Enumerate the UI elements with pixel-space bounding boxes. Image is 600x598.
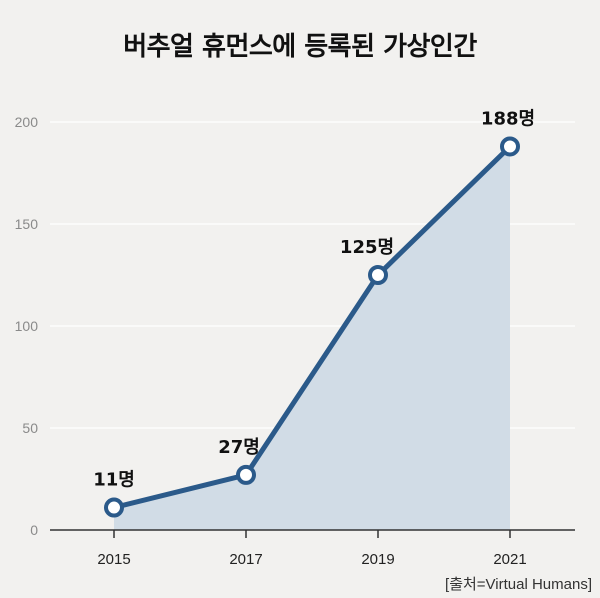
data-point-2017 [236,464,256,485]
y-tick-label-150: 150 [15,216,39,232]
data-points [104,136,520,518]
data-point-2019 [368,265,388,285]
data-point-2021 [500,136,520,157]
x-tick-label-2015: 2015 [97,551,130,568]
data-label-2019: 125명 [340,237,394,258]
data-label-2015: 11명 [93,470,135,491]
area-fill [114,146,510,531]
axes: 0 50 100 150 200 2015 2017 2019 2021 [15,114,575,568]
x-tick-label-2021: 2021 [493,551,526,568]
data-point-2015 [104,497,124,518]
area-fill-layer [114,146,510,531]
series-line [111,143,513,511]
y-tick-label-0: 0 [30,522,38,538]
data-labels: 11명 27명 125명 188명 [93,108,535,490]
data-label-2017: 27명 [218,437,260,458]
x-tick-label-2019: 2019 [361,551,394,568]
series-line-layer [111,143,513,511]
data-label-2021: 188명 [481,108,535,129]
source-note: [출처=Virtual Humans] [445,576,592,593]
y-tick-label-100: 100 [15,318,39,334]
y-tick-label-200: 200 [15,114,39,130]
chart-title: 버추얼 휴먼스에 등록된 가상인간 [123,32,477,62]
y-tick-label-50: 50 [22,420,38,436]
x-tick-label-2017: 2017 [229,551,262,568]
